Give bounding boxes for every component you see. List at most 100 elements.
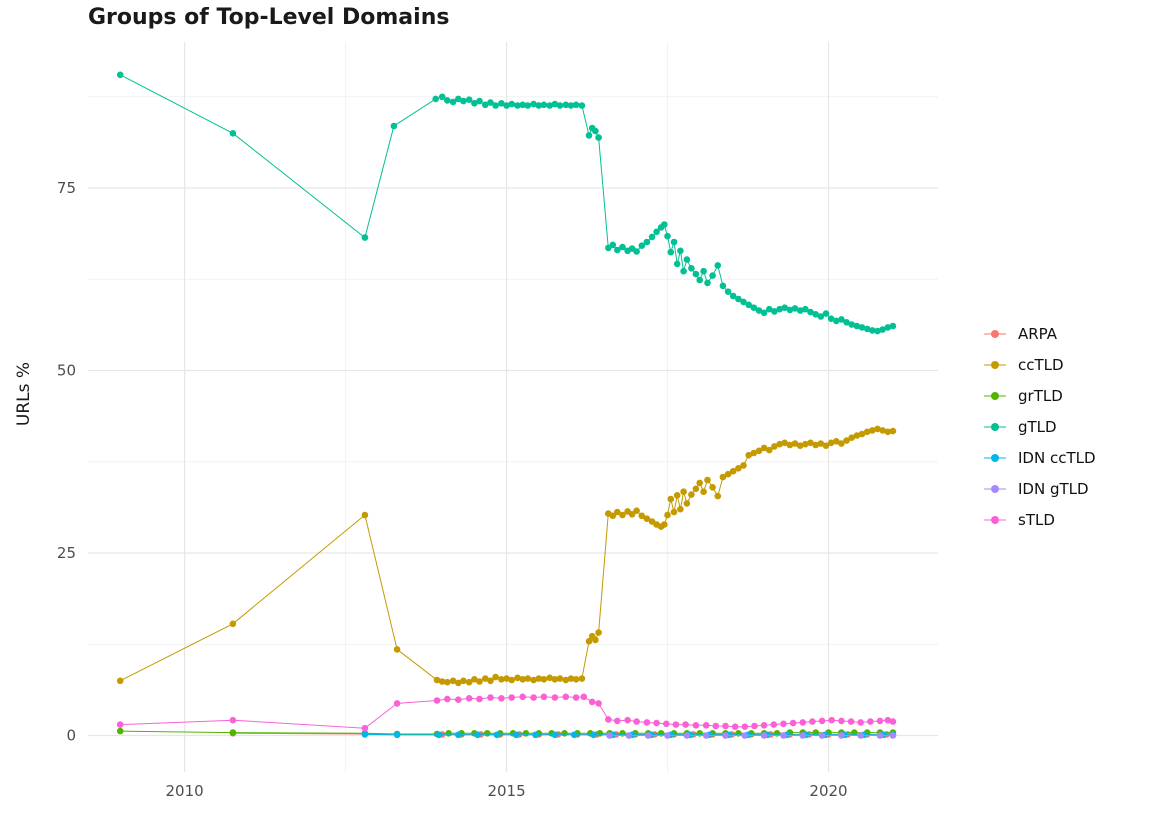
data-point [487, 677, 494, 685]
data-point [455, 731, 462, 739]
data-point [796, 307, 804, 314]
data-point [876, 717, 884, 725]
data-point [592, 636, 599, 644]
data-point [512, 731, 520, 739]
legend-key-icon [984, 515, 1006, 524]
data-point [664, 232, 671, 240]
series-idn-gtld [606, 732, 897, 739]
y-tick-label: 50 [57, 362, 76, 380]
data-point [471, 100, 478, 107]
data-point [493, 731, 501, 739]
data-point [614, 508, 621, 516]
data-point [677, 247, 684, 255]
data-point [822, 442, 830, 450]
data-point [393, 646, 401, 653]
data-point [530, 676, 537, 684]
data-point [838, 316, 845, 323]
data-point [551, 694, 559, 701]
data-point [827, 315, 835, 323]
data-point [562, 693, 570, 701]
x-tick-label: 2010 [165, 782, 203, 800]
data-point [519, 676, 526, 683]
data-point [595, 134, 602, 141]
legend-item-grtld: grTLD [982, 380, 1096, 411]
data-point [606, 732, 613, 739]
data-point [770, 721, 778, 728]
data-point [508, 100, 515, 108]
data-point [229, 716, 237, 724]
data-point [643, 719, 651, 726]
data-point [799, 719, 807, 726]
data-point [791, 305, 799, 312]
data-point [879, 326, 886, 333]
data-point [393, 731, 401, 739]
data-point [229, 130, 237, 137]
data-point [595, 700, 602, 707]
legend-key-icon [984, 484, 1006, 493]
data-point [590, 731, 597, 739]
data-point [781, 304, 788, 312]
data-point [683, 732, 691, 739]
data-point [799, 732, 807, 739]
data-point [735, 465, 742, 472]
data-point [653, 719, 660, 727]
data-point [812, 311, 819, 318]
data-point [438, 93, 446, 101]
data-point [802, 305, 809, 313]
data-point [876, 732, 884, 739]
data-point [714, 262, 722, 269]
legend-key-icon [984, 453, 1006, 462]
data-point [709, 272, 716, 279]
data-point [714, 492, 722, 500]
data-point [619, 243, 626, 251]
data-point [474, 731, 481, 739]
data-point [551, 100, 559, 108]
data-point [680, 488, 687, 496]
data-point [807, 439, 814, 447]
data-point [755, 307, 763, 314]
data-point [455, 95, 462, 103]
data-point [614, 246, 621, 254]
data-point [838, 440, 845, 447]
data-point [889, 427, 897, 435]
data-point [745, 301, 752, 309]
data-point [857, 719, 864, 726]
data-point [483, 730, 491, 737]
data-point [116, 677, 124, 685]
data-point [556, 675, 564, 682]
data-point [786, 441, 794, 449]
data-point [664, 511, 671, 519]
data-point [771, 308, 778, 315]
data-point [692, 485, 700, 493]
data-point [838, 717, 845, 725]
data-point [508, 676, 515, 684]
data-point [519, 693, 526, 701]
data-point [884, 324, 892, 331]
data-point [843, 319, 850, 326]
data-point [673, 492, 681, 499]
data-point [585, 638, 593, 645]
data-point [492, 102, 499, 109]
data-point [791, 440, 799, 447]
data-point [869, 327, 876, 334]
legend-key-icon [984, 329, 1006, 338]
data-point [530, 100, 537, 108]
data-point [471, 676, 478, 683]
data-point [688, 491, 695, 498]
chart-title: Groups of Top-Level Domains [88, 5, 450, 30]
legend-label: ccTLD [1018, 355, 1064, 374]
data-point [514, 102, 521, 109]
data-point [818, 732, 826, 739]
data-point [614, 717, 621, 725]
data-point [508, 694, 515, 701]
data-point [449, 677, 457, 685]
legend-key-icon [984, 391, 1006, 400]
legend-label: grTLD [1018, 386, 1063, 405]
data-point [361, 234, 369, 241]
data-point [460, 97, 467, 105]
data-point [633, 718, 640, 725]
data-point [361, 511, 369, 519]
data-point [696, 276, 703, 284]
data-point [625, 732, 633, 739]
